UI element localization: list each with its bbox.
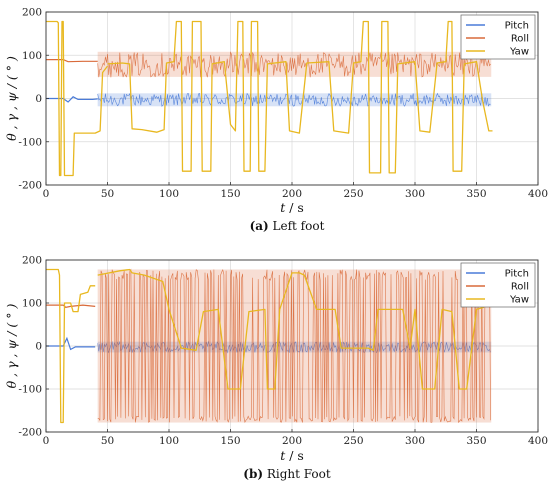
x-tick-label: 350 bbox=[466, 435, 486, 447]
x-axis-label: t / s bbox=[280, 448, 304, 463]
x-tick-label: 50 bbox=[101, 188, 114, 200]
series-line-roll-initial bbox=[46, 59, 98, 63]
series-line-yaw-0 bbox=[46, 268, 96, 424]
x-tick-label: 400 bbox=[528, 188, 548, 200]
x-tick-label: 300 bbox=[405, 188, 425, 200]
chart-panel-a: 0 50 100 150 200 250 300 350 400-200-1000100200t… bbox=[4, 7, 548, 234]
legend-label-pitch: Pitch bbox=[505, 269, 529, 280]
y-tick-label: -200 bbox=[18, 180, 42, 192]
x-tick-labels: 0 50 100 150 200 250 300 350 400 bbox=[43, 429, 548, 447]
x-tick-label: 150 bbox=[220, 435, 240, 447]
panel-caption: (b) Right Foot bbox=[243, 467, 331, 481]
plot-content bbox=[46, 20, 493, 177]
x-tick-label: 350 bbox=[466, 188, 486, 200]
y-tick-labels: -200 -100 0 100 200 bbox=[18, 255, 49, 439]
y-tick-label: 100 bbox=[22, 298, 42, 310]
series-band-pitch bbox=[97, 93, 492, 107]
y-tick-label: -100 bbox=[18, 136, 42, 148]
y-tick-label: 200 bbox=[22, 7, 42, 19]
chart-panel-b: 0 50 100 150 200 250 300 350 400-200-1000100200t… bbox=[4, 255, 548, 482]
series-line-yaw-1 bbox=[97, 268, 485, 390]
series-line-yaw-0 bbox=[46, 20, 109, 177]
y-tick-label: 0 bbox=[35, 93, 42, 105]
x-tick-label: 250 bbox=[343, 188, 363, 200]
x-tick-label: 300 bbox=[405, 435, 425, 447]
y-tick-label: 200 bbox=[22, 255, 42, 267]
y-tick-label: 100 bbox=[22, 50, 42, 62]
x-tick-label: 100 bbox=[159, 435, 179, 447]
x-axis-label: t / s bbox=[280, 200, 304, 215]
x-tick-label: 100 bbox=[159, 188, 179, 200]
series-line-yaw-1 bbox=[107, 20, 493, 174]
y-tick-label: -200 bbox=[18, 427, 42, 439]
y-tick-label: 0 bbox=[35, 341, 42, 353]
x-tick-labels: 0 50 100 150 200 250 300 350 400 bbox=[43, 182, 548, 200]
x-tick-label: 200 bbox=[282, 188, 302, 200]
x-tick-label: 400 bbox=[528, 435, 548, 447]
legend-label-roll: Roll bbox=[511, 34, 529, 45]
y-tick-label: -100 bbox=[18, 384, 42, 396]
x-tick-label: 0 bbox=[43, 188, 50, 200]
series-yaw bbox=[46, 268, 485, 424]
series-line-roll bbox=[97, 51, 491, 78]
series-yaw bbox=[46, 20, 493, 177]
series-band-roll bbox=[97, 51, 492, 77]
series-roll bbox=[46, 268, 492, 424]
legend: Pitch Roll Yaw bbox=[460, 262, 536, 308]
y-tick-labels: -200 -100 0 100 200 bbox=[18, 7, 49, 192]
legend-label-yaw: Yaw bbox=[509, 295, 529, 306]
x-tick-label: 150 bbox=[220, 188, 240, 200]
legend-label-roll: Roll bbox=[511, 282, 529, 293]
series-line-roll bbox=[97, 268, 491, 424]
plot-content bbox=[46, 268, 492, 424]
y-axis-label: θ , γ , ψ / ( ° ) bbox=[4, 56, 19, 141]
x-tick-label: 250 bbox=[343, 435, 363, 447]
panel-caption: (a) Left foot bbox=[250, 219, 325, 233]
legend-label-yaw: Yaw bbox=[509, 47, 529, 58]
x-tick-label: 200 bbox=[282, 435, 302, 447]
x-tick-label: 0 bbox=[43, 435, 50, 447]
series-pitch bbox=[46, 92, 492, 107]
y-axis-label: θ , γ , ψ / ( ° ) bbox=[4, 304, 19, 389]
series-line-pitch bbox=[97, 92, 491, 107]
legend-label-pitch: Pitch bbox=[505, 21, 529, 32]
x-tick-label: 50 bbox=[101, 435, 114, 447]
legend: Pitch Roll Yaw bbox=[460, 14, 536, 60]
series-roll bbox=[46, 51, 492, 78]
